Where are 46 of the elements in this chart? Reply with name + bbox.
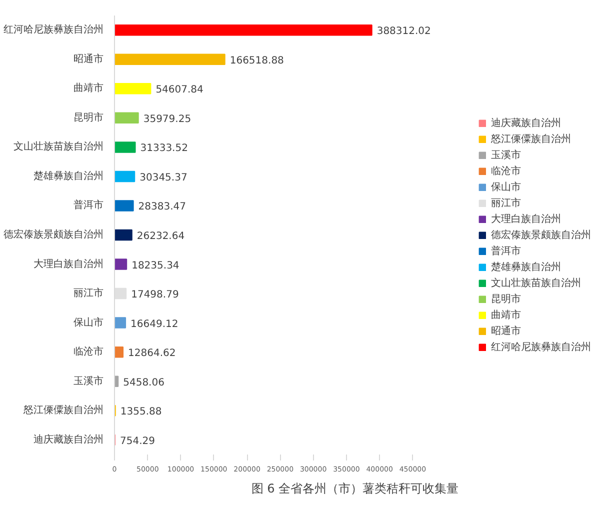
legend-label: 普洱市 — [491, 244, 521, 258]
y-tick-label: 文山壮族苗族自治州 — [14, 140, 104, 153]
legend-label: 丽江市 — [491, 196, 521, 210]
data-label: 30345.37 — [140, 172, 188, 184]
y-tick-label: 临沧市 — [74, 346, 104, 358]
legend-label: 昆明市 — [491, 292, 521, 306]
data-label: 18235.34 — [132, 260, 180, 272]
data-label: 388312.02 — [376, 26, 431, 38]
legend-label: 文山壮族苗族自治州 — [491, 276, 581, 290]
data-label: 12864.62 — [128, 348, 176, 360]
data-label: 54607.84 — [156, 84, 204, 96]
legend-label: 昭通市 — [491, 324, 521, 338]
y-tick-label: 保山市 — [74, 316, 104, 328]
y-tick-label: 迪庆藏族自治州 — [34, 433, 104, 446]
y-tick-label: 昆明市 — [74, 111, 104, 124]
legend-label: 大理白族自治州 — [491, 212, 561, 226]
data-label: 5458.06 — [123, 377, 164, 388]
data-label: 35979.25 — [143, 114, 192, 125]
legend-label: 曲靖市 — [491, 308, 521, 322]
legend-label: 迪庆藏族自治州 — [491, 116, 561, 130]
data-label: 1355.88 — [120, 406, 162, 418]
text: 图 6 全省各州（市）薯类秸秆可收集量 — [251, 482, 459, 496]
y-tick-label: 玉溪市 — [74, 374, 104, 387]
legend-label: 临沧市 — [491, 164, 521, 178]
data-label: 31333.52 — [140, 143, 188, 154]
y-tick-label: 普洱市 — [74, 199, 104, 212]
legend-label: 红河哈尼族彝族自治州 — [491, 340, 591, 354]
y-tick-label: 楚雄彝族自治州 — [34, 170, 104, 182]
y-tick-label: 怒江傈僳族自治州 — [22, 404, 104, 416]
y-tick-label: 昭通市 — [74, 52, 104, 65]
legend-label: 怒江傈僳族自治州 — [491, 132, 571, 146]
legend-label: 德宏傣族景颇族自治州 — [491, 228, 591, 242]
y-tick-label: 丽江市 — [74, 287, 104, 300]
legend-label: 玉溪市 — [491, 148, 521, 162]
data-label: 28383.47 — [138, 202, 186, 213]
data-label: 26232.64 — [136, 231, 185, 242]
y-tick-label: 德宏傣族景颇族自治州 — [4, 228, 104, 240]
data-label: 17498.79 — [131, 290, 179, 301]
legend-label: 楚雄彝族自治州 — [491, 260, 561, 274]
y-tick-label: 大理白族自治州 — [34, 258, 104, 270]
legend-label: 保山市 — [491, 180, 521, 194]
data-label: 166518.88 — [230, 55, 284, 66]
data-label: 16649.12 — [130, 318, 178, 330]
y-tick-label: 曲靖市 — [74, 82, 104, 94]
y-tick-label: 红河哈尼族彝族自治州 — [4, 24, 104, 36]
data-label: 754.29 — [120, 436, 155, 447]
